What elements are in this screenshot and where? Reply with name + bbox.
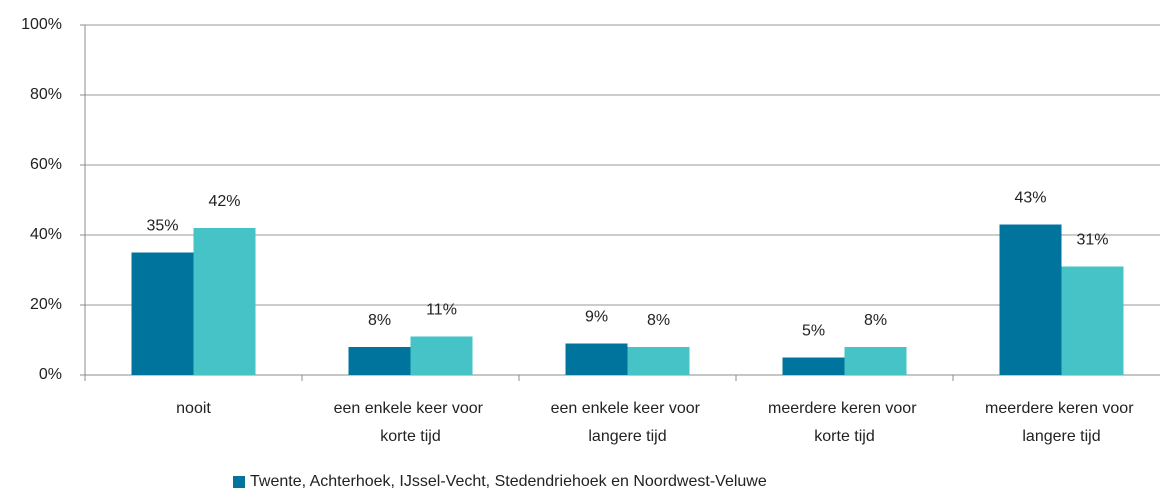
y-tick-label: 60%: [30, 156, 62, 173]
bar: [410, 336, 473, 375]
y-tick-label: 40%: [30, 226, 62, 243]
data-label: 5%: [802, 323, 825, 340]
data-label: 43%: [1014, 190, 1046, 207]
x-tick-label: een enkele keer voor langere tijd: [551, 400, 705, 445]
y-tick-label: 100%: [21, 16, 62, 33]
bar: [565, 343, 628, 375]
bar: [844, 347, 907, 375]
bar: [131, 252, 194, 375]
bar: [782, 357, 845, 375]
legend-label: Twente, Achterhoek, IJssel-Vecht, Steden…: [250, 473, 767, 490]
data-label: 35%: [146, 218, 178, 235]
data-label: 11%: [426, 302, 457, 319]
data-label: 8%: [368, 312, 391, 329]
data-label: 9%: [585, 309, 608, 326]
y-tick-label: 20%: [30, 296, 62, 313]
legend-swatch: [233, 476, 245, 488]
bar: [999, 224, 1062, 375]
data-label: 31%: [1076, 232, 1108, 249]
data-label: 8%: [647, 312, 670, 329]
data-label: 8%: [864, 312, 887, 329]
x-tick-label: meerdere keren voor langere tijd: [985, 400, 1138, 445]
x-tick-label: meerdere keren voor korte tijd: [768, 400, 921, 445]
bar: [1061, 266, 1124, 375]
x-tick-label: een enkele keer voor korte tijd: [334, 400, 488, 445]
x-tick-label: nooit: [176, 400, 211, 417]
data-label: 42%: [208, 193, 240, 210]
y-tick-label: 0%: [39, 366, 62, 383]
bar: [193, 228, 256, 375]
bar: [627, 347, 690, 375]
bar: [348, 347, 411, 375]
y-tick-label: 80%: [30, 86, 62, 103]
